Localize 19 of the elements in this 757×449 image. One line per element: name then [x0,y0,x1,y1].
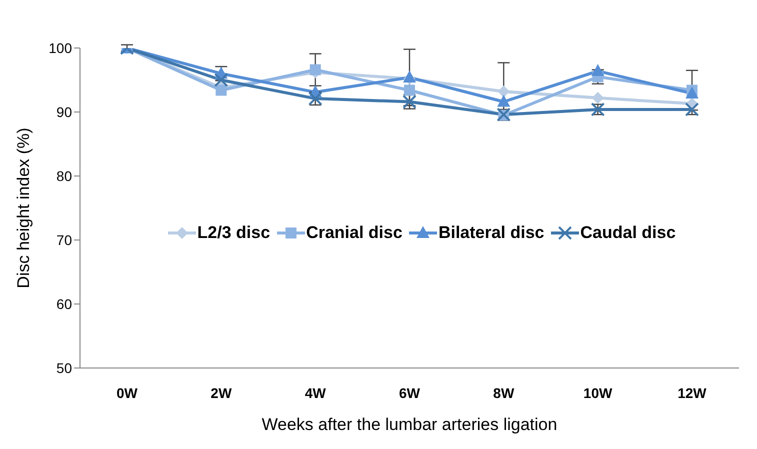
x-tick-label: 8W [493,384,515,401]
legend-label: Bilateral disc [437,223,544,243]
legend-label: Cranial disc [305,223,402,243]
x-tick-label: 12W [678,384,708,401]
legend-label: L2/3 disc [196,223,270,243]
y-tick-label: 70 [56,232,72,248]
y-axis-title: Disc height index (%) [14,128,34,288]
y-tick-label: 50 [56,360,72,376]
y-tick-label: 60 [56,296,72,312]
y-tick-label: 90 [56,104,72,120]
y-tick-label: 80 [56,168,72,184]
x-axis-title: Weeks after the lumbar arteries ligation [262,415,558,434]
x-tick-label: 2W [210,384,232,401]
x-tick-label: 0W [116,384,138,401]
x-tick-label: 4W [304,384,327,401]
legend-label: Caudal disc [579,223,676,243]
x-tick-label: 10W [583,384,614,401]
y-tick-label: 100 [48,40,72,56]
x-tick-label: 6W [399,384,421,401]
